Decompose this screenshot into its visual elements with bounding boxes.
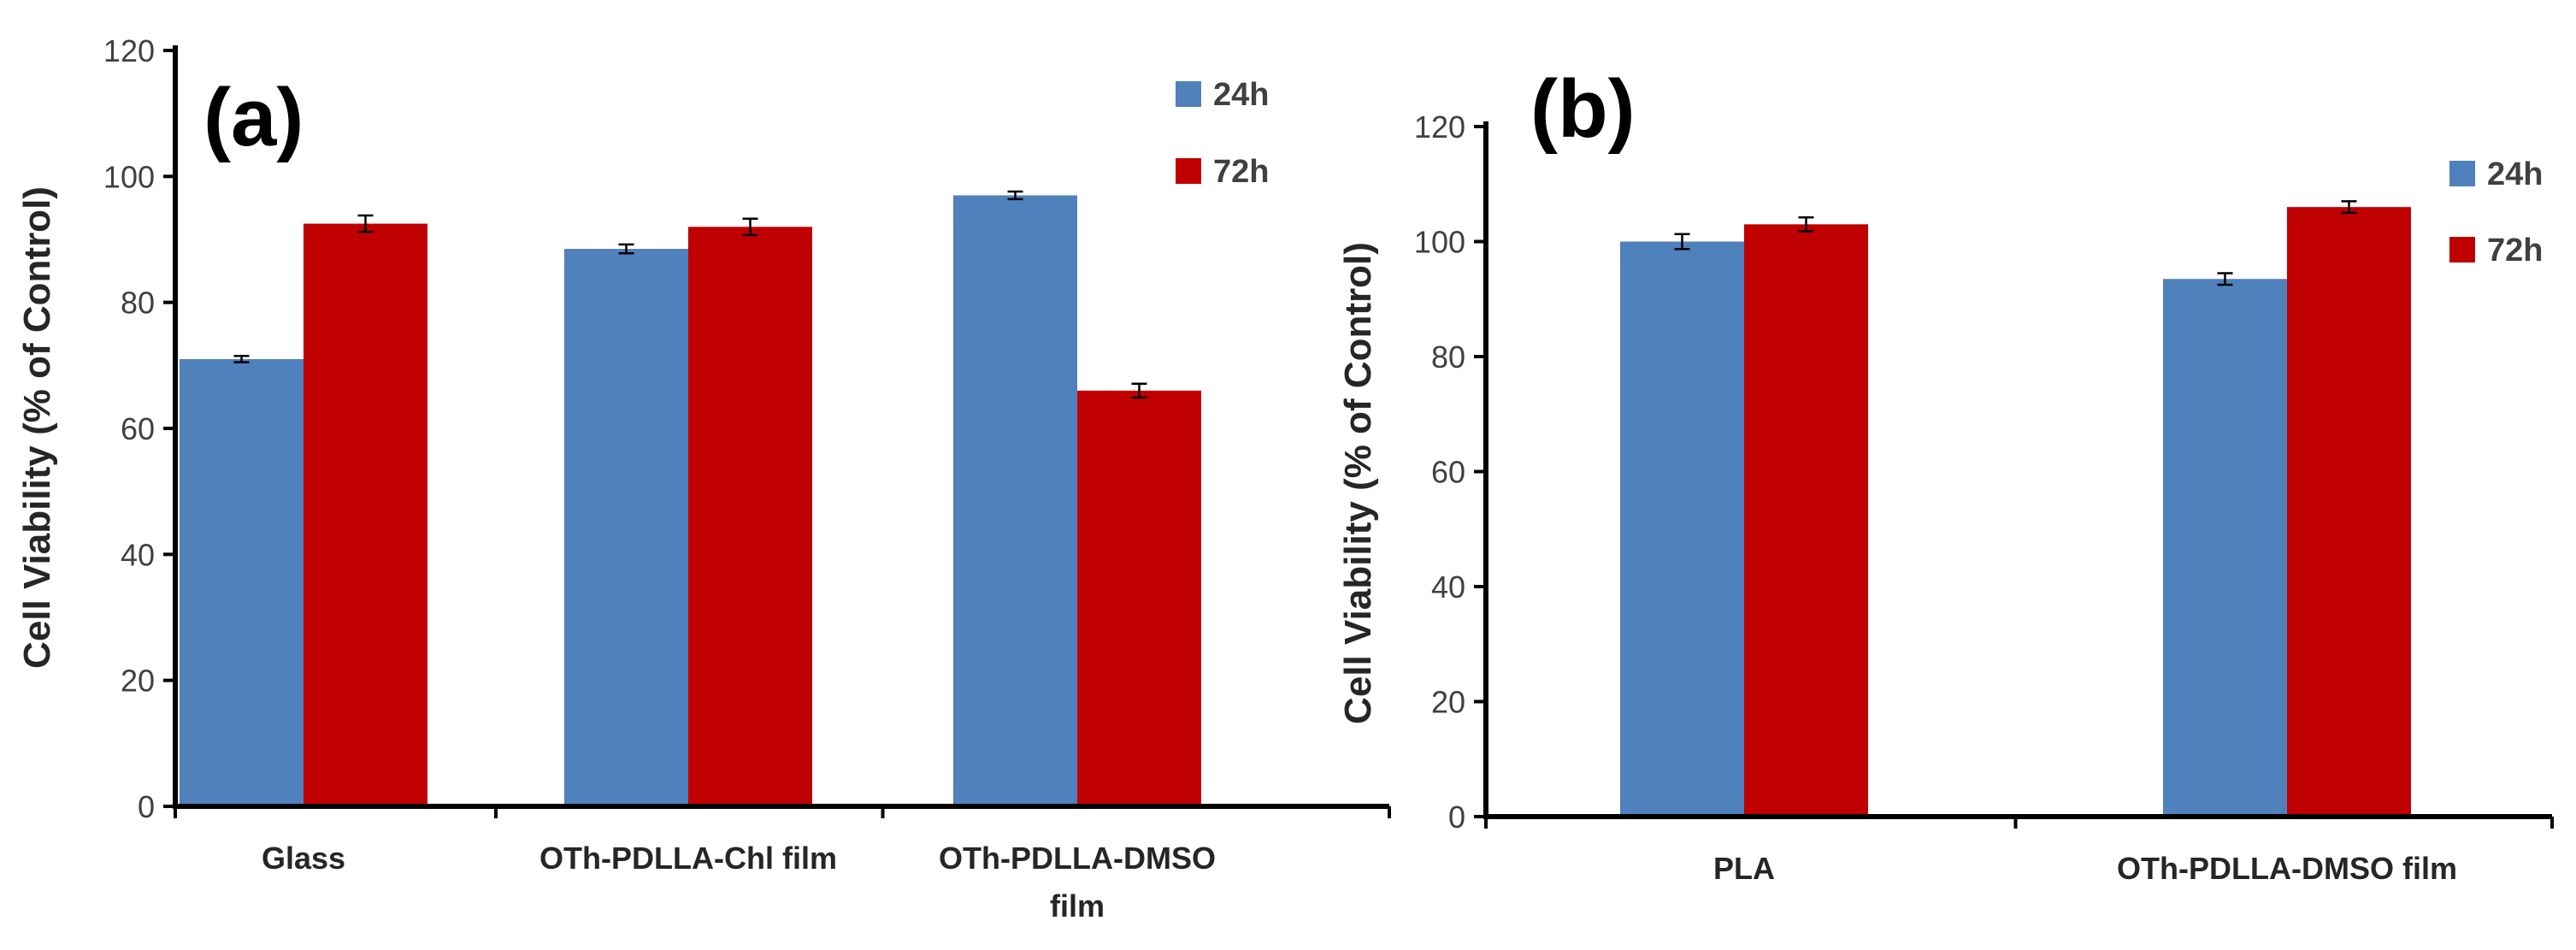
y-tick-label: 100 <box>1414 225 1465 260</box>
error-bar-24h-1 <box>233 355 250 363</box>
y-axis-title: Cell Viability (% of Control) <box>1337 242 1379 724</box>
bar-72h-1 <box>1744 224 1868 817</box>
error-bar-24h-1 <box>1674 233 1690 251</box>
legend-entry-72h: 72h <box>1176 154 1269 190</box>
legend-entry-24h: 24h <box>1176 77 1269 113</box>
legend-swatch <box>2449 237 2475 263</box>
y-tick-label: 0 <box>1448 800 1465 835</box>
error-bar-72h-2 <box>742 217 758 237</box>
y-tick-label: 40 <box>121 537 155 572</box>
y-axis-title: Cell Viability (% of Control) <box>16 186 58 669</box>
y-tick-label: 60 <box>121 411 155 446</box>
bar-24h-1 <box>180 358 304 806</box>
legend-entry-72h: 72h <box>2449 233 2543 268</box>
bar-72h-2 <box>2287 207 2411 817</box>
error-bar-24h-2 <box>2217 272 2233 286</box>
y-tick-label: 40 <box>1431 569 1465 605</box>
error-bar-72h-3 <box>1131 382 1147 399</box>
error-bar-72h-2 <box>2341 200 2357 215</box>
y-tick-label: 20 <box>121 664 155 699</box>
category-label: Glass <box>262 841 345 876</box>
legend-label: 72h <box>1213 154 1269 190</box>
y-tick-label: 120 <box>103 33 155 68</box>
panel-label: (a) <box>203 72 304 163</box>
legend-swatch <box>1176 81 1201 107</box>
error-bar-72h-1 <box>357 214 374 233</box>
category-label: OTh-PDLLA-Chl film <box>539 841 837 876</box>
legend-label: 24h <box>2487 156 2543 192</box>
bar-24h-2 <box>2163 279 2287 817</box>
legend-swatch <box>2449 161 2475 186</box>
error-bar-24h-2 <box>618 243 634 255</box>
bar-72h-1 <box>304 223 427 806</box>
category-label: OTh-PDLLA-DMSO film <box>2117 851 2457 886</box>
bar-72h-2 <box>688 227 812 806</box>
chart-panel-b: 0 20 40 60 80 100 120 PLA OTh-PDLLA-DMSO film Cel… <box>1337 63 2554 886</box>
bar-72h-3 <box>1077 390 1201 806</box>
panel-label: (b) <box>1530 63 1636 155</box>
y-tick-label: 20 <box>1431 685 1465 720</box>
y-tick-label: 80 <box>1431 339 1465 375</box>
legend-entry-24h: 24h <box>2449 156 2543 192</box>
legend-swatch <box>1176 158 1201 184</box>
y-tick-label: 120 <box>1414 109 1465 145</box>
chart-panel-a: 0 20 40 60 80 100 120 Glass OTh-PDLLA-Chl film OT… <box>16 33 1391 923</box>
y-tick-label: 0 <box>138 789 155 824</box>
bar-24h-1 <box>1620 241 1744 817</box>
y-tick-label: 100 <box>103 159 155 194</box>
legend-label: 72h <box>2487 233 2543 268</box>
error-bar-24h-3 <box>1007 190 1023 201</box>
category-label: film <box>1050 888 1105 923</box>
y-tick-label: 80 <box>121 286 155 321</box>
bar-24h-2 <box>564 249 688 806</box>
category-label: PLA <box>1713 851 1775 886</box>
error-bar-72h-1 <box>1798 216 1814 233</box>
bar-24h-3 <box>953 195 1077 806</box>
legend-label: 24h <box>1213 77 1269 113</box>
category-label: OTh-PDLLA-DMSO <box>939 841 1216 876</box>
y-tick-label: 60 <box>1431 455 1465 490</box>
